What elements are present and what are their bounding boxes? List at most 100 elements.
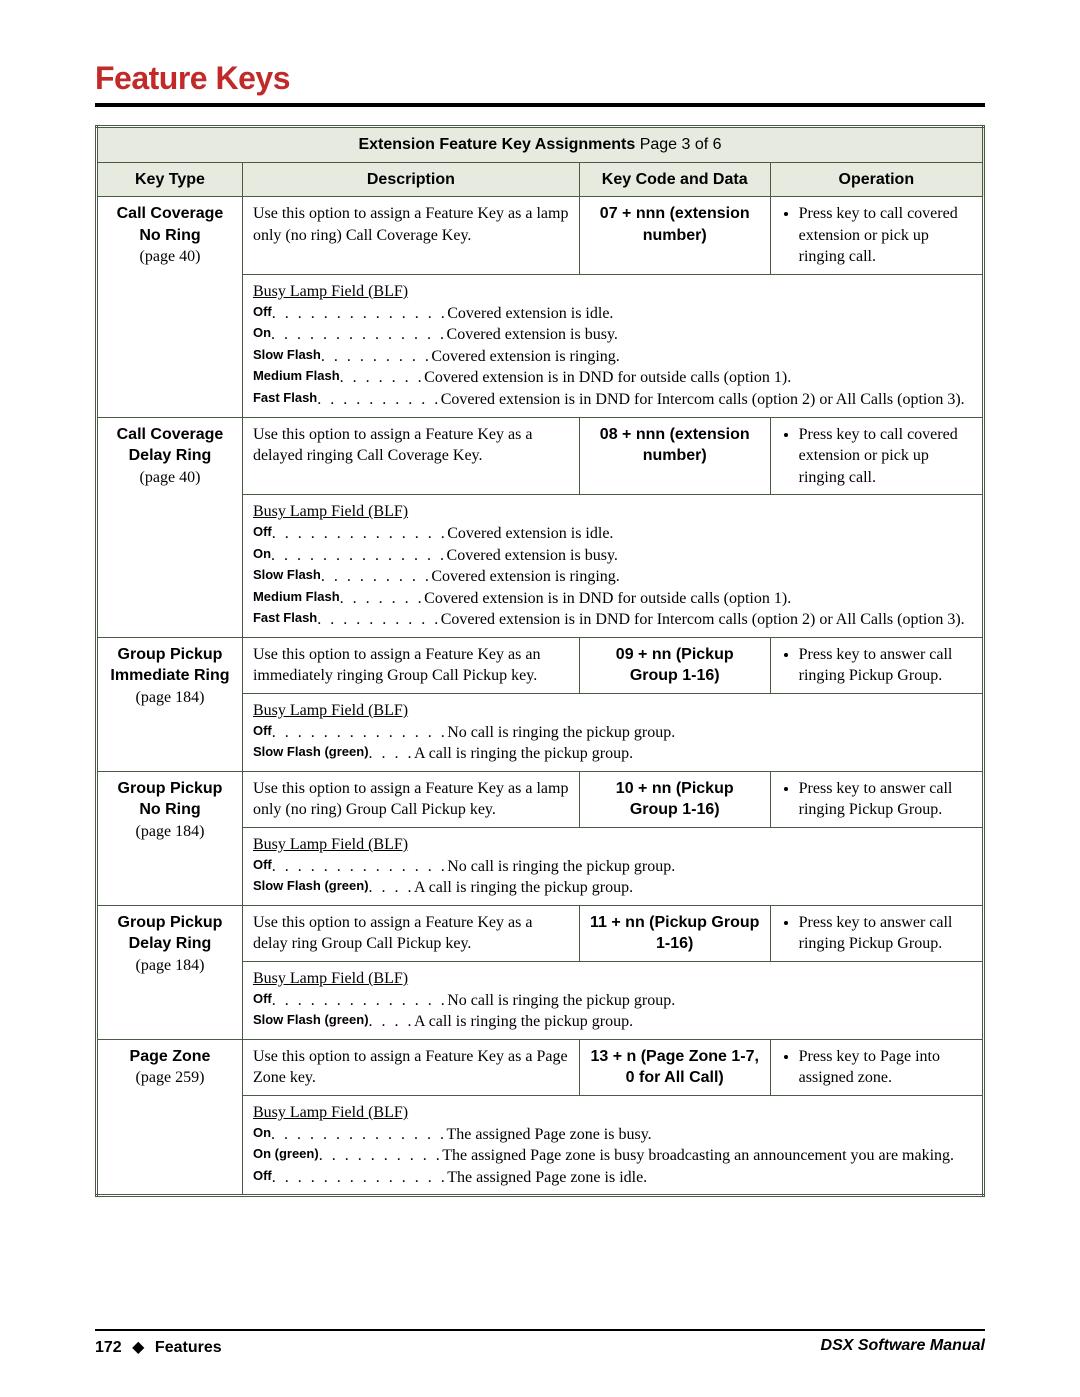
blf-state: Medium Flash bbox=[253, 367, 340, 389]
key-type-name: Group Pickup No Ring bbox=[108, 778, 232, 821]
blf-cell: Busy Lamp Field (BLF)Off . . . . . . . .… bbox=[242, 694, 983, 772]
blf-text: Covered extension is busy. bbox=[447, 324, 618, 346]
blf-text: Covered extension is in DND for outside … bbox=[424, 367, 791, 389]
blf-state: Medium Flash bbox=[253, 588, 340, 610]
blf-dots: . . . . . . . . . . . . . . bbox=[272, 856, 448, 878]
blf-dots: . . . . . . . . . . . . . . bbox=[272, 990, 448, 1012]
blf-dots: . . . . . . . . . . bbox=[317, 389, 441, 411]
operation-cell: Press key to answer call ringing Pickup … bbox=[770, 771, 983, 827]
key-type-name: Group Pickup Immediate Ring bbox=[108, 644, 232, 687]
description-cell: Use this option to assign a Feature Key … bbox=[242, 197, 579, 275]
header-code: Key Code and Data bbox=[579, 162, 770, 197]
description-cell: Use this option to assign a Feature Key … bbox=[242, 771, 579, 827]
blf-dots: . . . . . . . . . . . . . . bbox=[272, 722, 448, 744]
blf-state: Slow Flash (green) bbox=[253, 743, 369, 765]
table-header-row: Key Type Description Key Code and Data O… bbox=[97, 162, 984, 197]
feature-key-table: Extension Feature Key Assignments Page 3… bbox=[95, 125, 985, 1197]
operation-cell: Press key to Page into assigned zone. bbox=[770, 1039, 983, 1095]
blf-text: A call is ringing the pickup group. bbox=[414, 1011, 633, 1033]
description-cell: Use this option to assign a Feature Key … bbox=[242, 1039, 579, 1095]
blf-cell: Busy Lamp Field (BLF)Off . . . . . . . .… bbox=[242, 962, 983, 1040]
key-code-cell: 08 + nnn (extension number) bbox=[579, 417, 770, 495]
blf-line: Off . . . . . . . . . . . . . . No call … bbox=[253, 990, 972, 1012]
blf-line: Off . . . . . . . . . . . . . . Covered … bbox=[253, 523, 972, 545]
blf-cell: Busy Lamp Field (BLF)Off . . . . . . . .… bbox=[242, 274, 983, 417]
blf-title: Busy Lamp Field (BLF) bbox=[253, 968, 972, 990]
footer-right: DSX Software Manual bbox=[821, 1337, 985, 1357]
page: Feature Keys Extension Feature Key Assig… bbox=[0, 0, 1080, 1397]
table-row: Page Zone(page 259) Use this option to as… bbox=[97, 1039, 984, 1095]
description-cell: Use this option to assign a Feature Key … bbox=[242, 417, 579, 495]
blf-line: On . . . . . . . . . . . . . . The assig… bbox=[253, 1124, 972, 1146]
blf-text: Covered extension is in DND for outside … bbox=[424, 588, 791, 610]
key-code-cell: 13 + n (Page Zone 1-7, 0 for All Call) bbox=[579, 1039, 770, 1095]
blf-dots: . . . . . . . . . . . . . . bbox=[271, 545, 447, 567]
key-code-cell: 11 + nn (Pickup Group 1-16) bbox=[579, 905, 770, 961]
blf-dots: . . . . . . . . . . bbox=[319, 1145, 443, 1167]
blf-line: Medium Flash . . . . . . . Covered exten… bbox=[253, 588, 972, 610]
table-row: Group Pickup No Ring(page 184)Use this o… bbox=[97, 771, 984, 827]
blf-title: Busy Lamp Field (BLF) bbox=[253, 834, 972, 856]
blf-state: Off bbox=[253, 722, 272, 744]
footer-page-num: 172 bbox=[95, 1339, 122, 1356]
blf-title: Busy Lamp Field (BLF) bbox=[253, 501, 972, 523]
blf-dots: . . . . . . . . . . bbox=[317, 609, 441, 631]
key-type-name: Call Coverage Delay Ring bbox=[108, 424, 232, 467]
blf-dots: . . . . . . . . . . . . . . bbox=[271, 324, 447, 346]
footer-diamond: ◆ bbox=[132, 1339, 144, 1356]
footer-section: Features bbox=[155, 1339, 222, 1356]
blf-line: Fast Flash . . . . . . . . . .Covered ex… bbox=[253, 389, 972, 411]
blf-dots: . . . . . . . . . . . . . . bbox=[271, 1124, 447, 1146]
blf-dots: . . . . . . . . . bbox=[321, 566, 432, 588]
footer: 172 ◆ Features DSX Software Manual bbox=[95, 1329, 985, 1357]
blf-state: On bbox=[253, 324, 271, 346]
blf-text: Covered extension is idle. bbox=[447, 523, 613, 545]
operation-item: Press key to answer call ringing Pickup … bbox=[799, 778, 972, 821]
operation-item: Press key to answer call ringing Pickup … bbox=[799, 912, 972, 955]
key-type-page: (page 259) bbox=[108, 1067, 232, 1089]
blf-line: Slow Flash . . . . . . . . . Covered ext… bbox=[253, 346, 972, 368]
key-type-page: (page 184) bbox=[108, 821, 232, 843]
key-type-name: Page Zone bbox=[108, 1046, 232, 1068]
operation-item: Press key to call covered extension or p… bbox=[799, 203, 972, 268]
blf-text: A call is ringing the pickup group. bbox=[414, 743, 633, 765]
blf-dots: . . . . . . . bbox=[340, 588, 425, 610]
blf-dots: . . . . . . . . . . . . . . bbox=[272, 523, 448, 545]
blf-state: Off bbox=[253, 856, 272, 878]
blf-state: Fast Flash bbox=[253, 609, 317, 631]
operation-cell: Press key to call covered extension or p… bbox=[770, 197, 983, 275]
blf-state: Off bbox=[253, 1167, 272, 1189]
blf-text: Covered extension is ringing. bbox=[431, 566, 619, 588]
blf-cell: Busy Lamp Field (BLF)Off . . . . . . . .… bbox=[242, 495, 983, 638]
caption-tail: Page 3 of 6 bbox=[635, 136, 721, 153]
operation-cell: Press key to call covered extension or p… bbox=[770, 417, 983, 495]
key-type-name: Group Pickup Delay Ring bbox=[108, 912, 232, 955]
blf-line: Off . . . . . . . . . . . . . . Covered … bbox=[253, 303, 972, 325]
blf-line: Off . . . . . . . . . . . . . . The assi… bbox=[253, 1167, 972, 1189]
operation-item: Press key to Page into assigned zone. bbox=[799, 1046, 972, 1089]
operation-cell: Press key to answer call ringing Pickup … bbox=[770, 637, 983, 693]
blf-text: Covered extension is in DND for Intercom… bbox=[441, 389, 965, 411]
caption-bold: Extension Feature Key Assignments bbox=[358, 136, 635, 153]
blf-line: Slow Flash (green) . . . . A call is rin… bbox=[253, 877, 972, 899]
key-type-page: (page 184) bbox=[108, 687, 232, 709]
blf-text: Covered extension is in DND for Intercom… bbox=[441, 609, 965, 631]
blf-text: No call is ringing the pickup group. bbox=[447, 722, 675, 744]
operation-item: Press key to answer call ringing Pickup … bbox=[799, 644, 972, 687]
key-type-cell: Call Coverage No Ring(page 40) bbox=[97, 197, 243, 417]
blf-dots: . . . . . . . . . . . . . . bbox=[272, 1167, 448, 1189]
blf-state: Off bbox=[253, 523, 272, 545]
table-caption-row: Extension Feature Key Assignments Page 3… bbox=[97, 127, 984, 163]
operation-item: Press key to call covered extension or p… bbox=[799, 424, 972, 489]
blf-dots: . . . . bbox=[369, 743, 415, 765]
blf-title: Busy Lamp Field (BLF) bbox=[253, 1102, 972, 1124]
blf-dots: . . . . . . . bbox=[340, 367, 425, 389]
blf-text: No call is ringing the pickup group. bbox=[447, 990, 675, 1012]
blf-dots: . . . . . . . . . bbox=[321, 346, 432, 368]
key-type-cell: Page Zone(page 259) bbox=[97, 1039, 243, 1196]
blf-title: Busy Lamp Field (BLF) bbox=[253, 281, 972, 303]
blf-cell: Busy Lamp Field (BLF)On . . . . . . . . … bbox=[242, 1095, 983, 1195]
blf-text: The assigned Page zone is idle. bbox=[447, 1167, 647, 1189]
blf-cell: Busy Lamp Field (BLF)Off . . . . . . . .… bbox=[242, 828, 983, 906]
key-type-cell: Group Pickup No Ring(page 184) bbox=[97, 771, 243, 905]
